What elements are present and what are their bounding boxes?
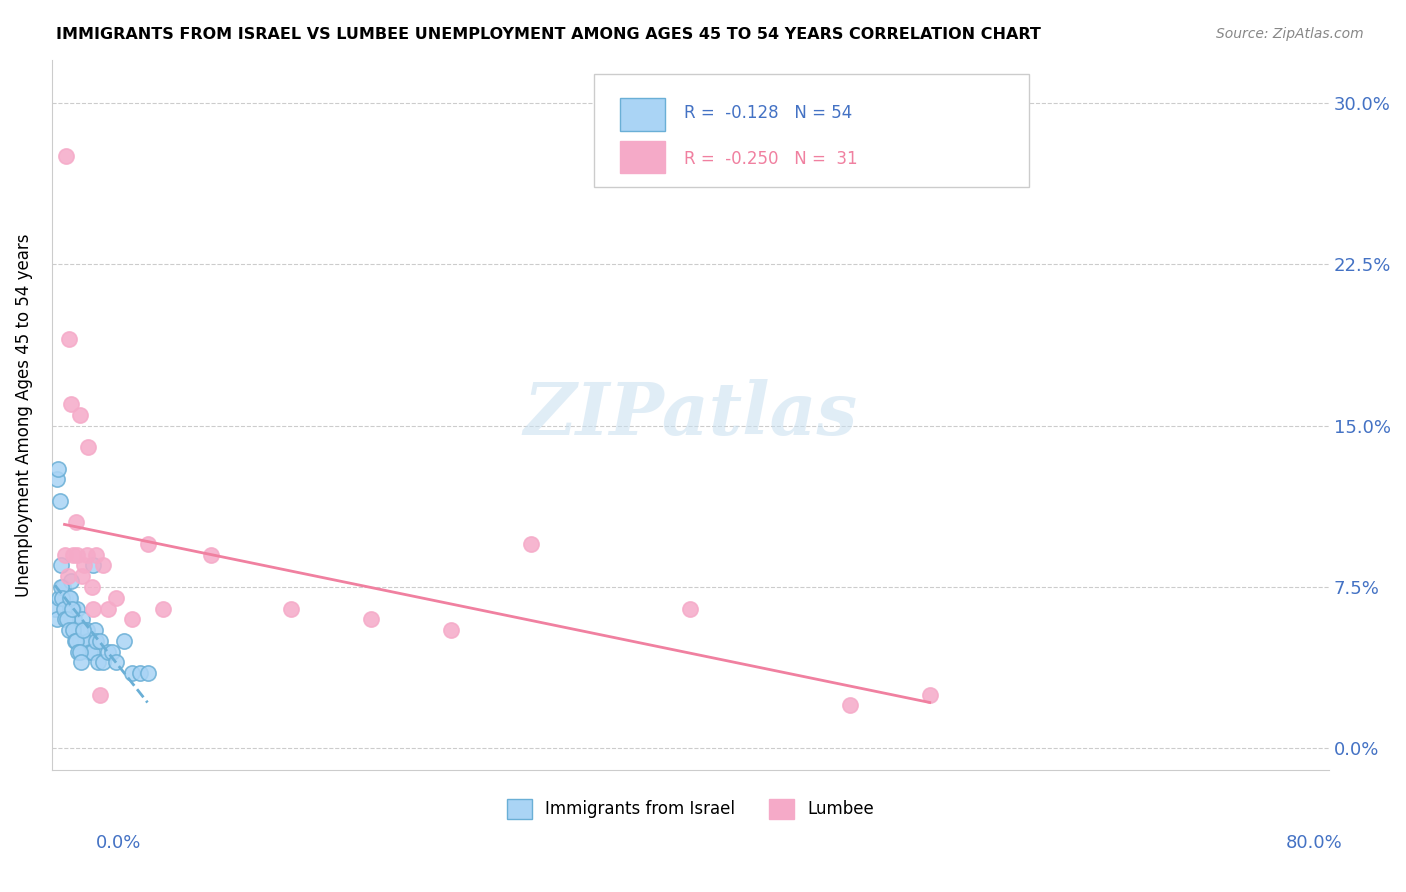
Point	[77, 633, 100, 648]
Point	[59, 591, 82, 605]
Text: R =  -0.250   N =  31: R = -0.250 N = 31	[683, 150, 858, 168]
Point	[63, 612, 86, 626]
Point	[58, 623, 80, 637]
Point	[48, 494, 70, 508]
Point	[56, 612, 79, 626]
FancyBboxPatch shape	[620, 98, 665, 130]
Point	[69, 408, 91, 422]
Point	[440, 623, 463, 637]
Point	[136, 537, 159, 551]
Point	[136, 666, 159, 681]
Point	[73, 623, 96, 637]
Point	[86, 633, 108, 648]
Point	[59, 574, 82, 588]
Point	[45, 472, 67, 486]
Point	[55, 149, 77, 163]
Point	[101, 644, 124, 658]
Y-axis label: Unemployment Among Ages 45 to 54 years: Unemployment Among Ages 45 to 54 years	[15, 233, 32, 597]
Point	[67, 623, 90, 637]
Point	[89, 633, 111, 648]
Point	[91, 656, 114, 670]
Point	[65, 623, 87, 637]
Point	[112, 633, 135, 648]
Point	[56, 612, 79, 626]
Point	[128, 666, 150, 681]
Legend: Immigrants from Israel, Lumbee: Immigrants from Israel, Lumbee	[501, 792, 880, 826]
Point	[918, 688, 941, 702]
Point	[70, 569, 93, 583]
Point	[87, 656, 110, 670]
Point	[51, 591, 73, 605]
Point	[65, 633, 87, 648]
Point	[69, 644, 91, 658]
Point	[69, 633, 91, 648]
Point	[60, 601, 83, 615]
Point	[66, 548, 89, 562]
Point	[72, 623, 94, 637]
Point	[79, 644, 101, 658]
Point	[67, 644, 90, 658]
Point	[121, 666, 143, 681]
Point	[80, 580, 103, 594]
Text: IMMIGRANTS FROM ISRAEL VS LUMBEE UNEMPLOYMENT AMONG AGES 45 TO 54 YEARS CORRELAT: IMMIGRANTS FROM ISRAEL VS LUMBEE UNEMPLO…	[56, 27, 1040, 42]
Point	[679, 601, 702, 615]
Point	[63, 633, 86, 648]
Point	[59, 397, 82, 411]
Point	[58, 333, 80, 347]
Point	[76, 548, 98, 562]
FancyBboxPatch shape	[620, 141, 665, 173]
Point	[91, 558, 114, 573]
Point	[838, 698, 860, 713]
Point	[53, 612, 76, 626]
Point	[62, 601, 84, 615]
Point	[82, 558, 104, 573]
Point	[70, 656, 93, 670]
Point	[46, 612, 69, 626]
Text: 80.0%: 80.0%	[1286, 834, 1343, 852]
Text: ZIPatlas: ZIPatlas	[523, 379, 858, 450]
FancyBboxPatch shape	[595, 74, 1029, 187]
Point	[51, 558, 73, 573]
Text: 0.0%: 0.0%	[96, 834, 141, 852]
Point	[62, 548, 84, 562]
Point	[97, 644, 120, 658]
Point	[62, 623, 84, 637]
Point	[52, 601, 75, 615]
Point	[360, 612, 382, 626]
Point	[58, 591, 80, 605]
Point	[97, 601, 120, 615]
Point	[55, 601, 77, 615]
Point	[53, 591, 76, 605]
Point	[280, 601, 302, 615]
Point	[44, 601, 66, 615]
Point	[83, 623, 105, 637]
Point	[76, 623, 98, 637]
Point	[56, 569, 79, 583]
Text: R =  -0.128   N = 54: R = -0.128 N = 54	[683, 103, 852, 122]
Point	[48, 591, 70, 605]
Point	[152, 601, 174, 615]
Point	[86, 548, 108, 562]
Point	[70, 612, 93, 626]
Point	[82, 601, 104, 615]
Point	[89, 688, 111, 702]
Point	[65, 516, 87, 530]
Point	[519, 537, 541, 551]
Point	[80, 644, 103, 658]
Point	[200, 548, 222, 562]
Point	[104, 656, 127, 670]
Point	[52, 580, 75, 594]
Point	[77, 440, 100, 454]
Point	[75, 633, 97, 648]
Point	[121, 612, 143, 626]
Text: Source: ZipAtlas.com: Source: ZipAtlas.com	[1216, 27, 1364, 41]
Point	[49, 580, 72, 594]
Point	[73, 558, 96, 573]
Point	[104, 591, 127, 605]
Point	[53, 548, 76, 562]
Point	[66, 601, 89, 615]
Point	[46, 461, 69, 475]
